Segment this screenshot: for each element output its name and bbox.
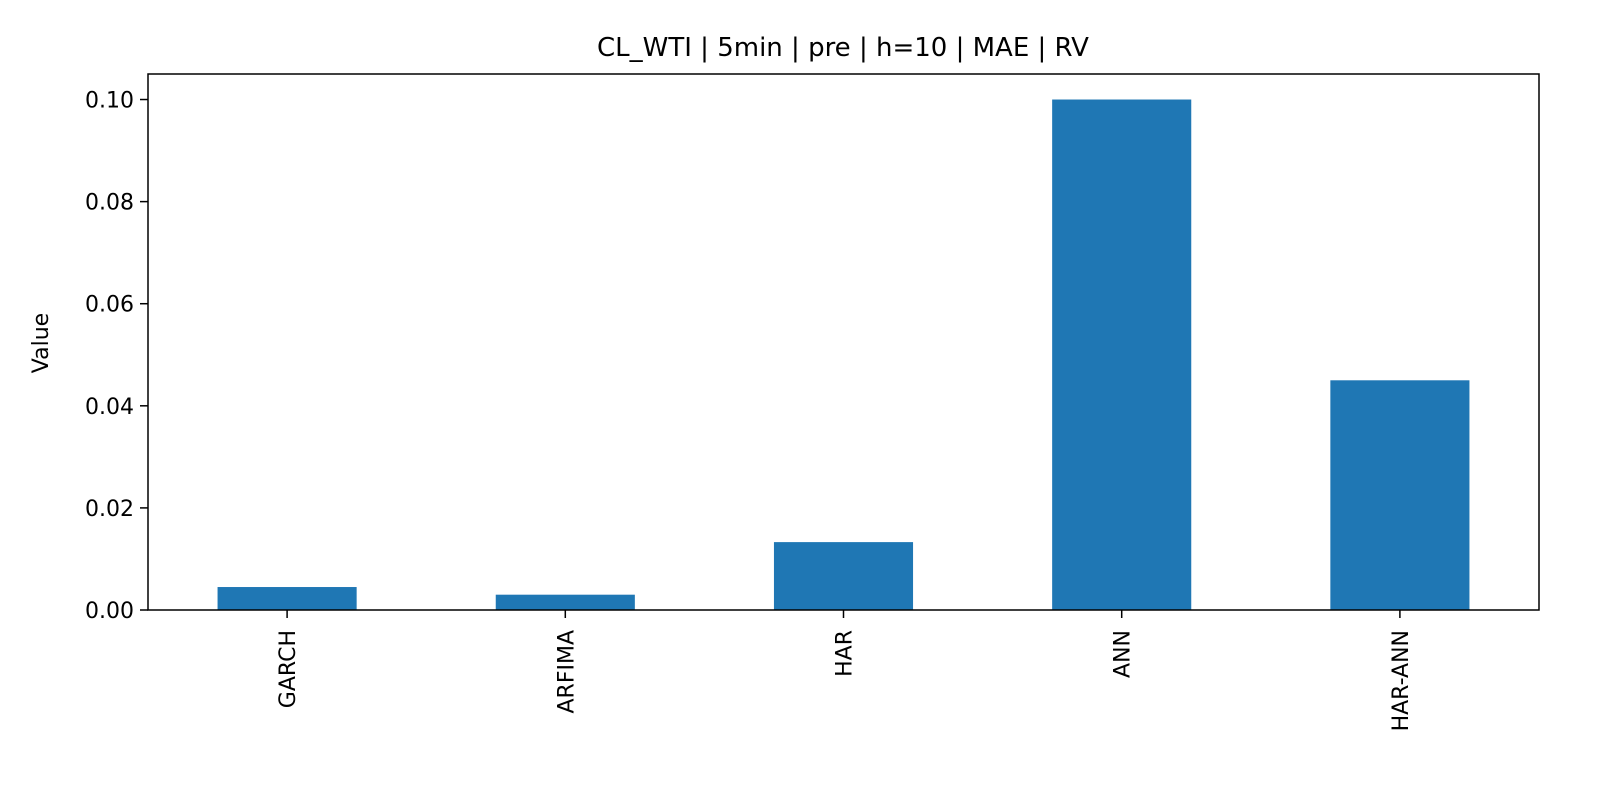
y-tick-label: 0.08	[85, 191, 134, 216]
bar-arfima	[495, 594, 635, 610]
x-tick-label: HAR	[833, 630, 858, 677]
x-tick-label: ANN	[1111, 630, 1136, 678]
y-tick-label: 0.04	[85, 395, 134, 420]
y-axis: 0.00 0.02 0.04 0.06 0.08 0.10	[85, 89, 148, 624]
chart-title: CL_WTI | 5min | pre | h=10 | MAE | RV	[597, 33, 1089, 63]
bar-ann	[1052, 99, 1192, 611]
plot-frame	[147, 73, 1540, 611]
bar-har-ann	[1330, 380, 1470, 610]
y-tick-label: 0.06	[85, 293, 134, 318]
bar-garch	[217, 587, 357, 610]
x-tick-label: GARCH	[276, 630, 301, 708]
x-tick-label: ARFIMA	[554, 630, 579, 714]
y-tick-label: 0.00	[85, 599, 134, 624]
bar-group	[217, 99, 1470, 611]
x-tick-label: HAR-ANN	[1389, 630, 1414, 731]
y-axis-label: Value	[29, 313, 54, 373]
y-tick-label: 0.10	[85, 89, 134, 114]
x-axis: GARCH ARFIMA HAR ANN HAR-ANN	[276, 610, 1414, 731]
y-tick-label: 0.02	[85, 497, 134, 522]
bar-har	[773, 542, 914, 610]
